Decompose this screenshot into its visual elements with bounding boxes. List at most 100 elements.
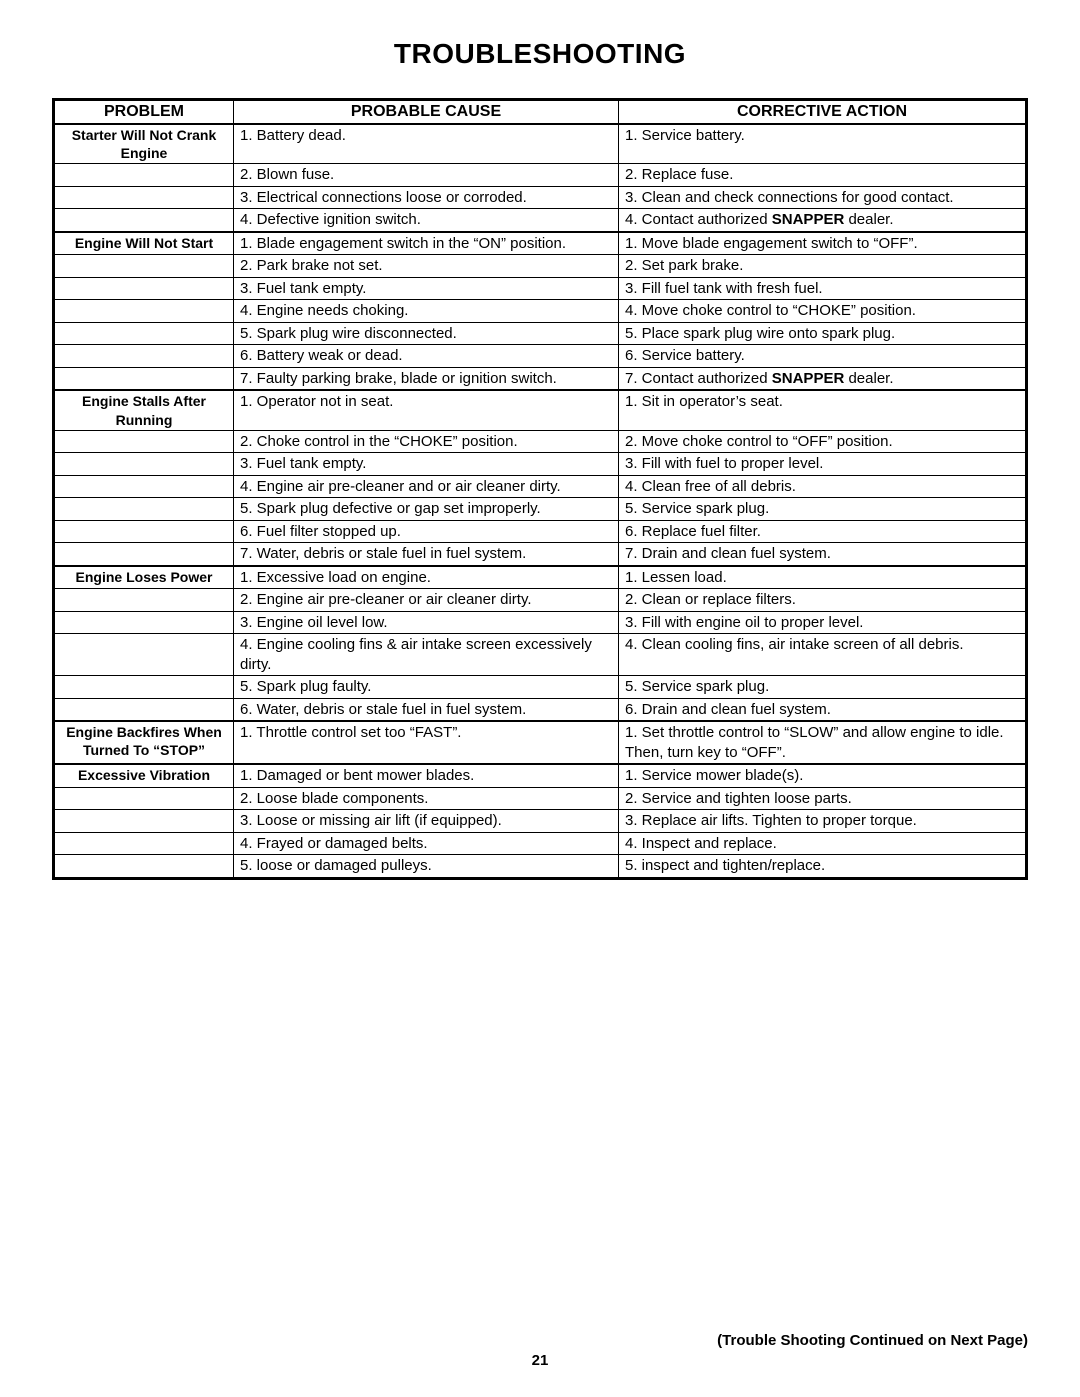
action-text-post: dealer.	[844, 370, 893, 387]
table-row: 4. Engine cooling fins & air intake scre…	[54, 634, 1027, 676]
action-cell: 2. Clean or replace filters.	[619, 589, 1027, 612]
cause-cell: 3. Electrical connections loose or corro…	[234, 186, 619, 209]
troubleshooting-table: PROBLEM PROBABLE CAUSE CORRECTIVE ACTION…	[52, 98, 1028, 880]
problem-cell	[54, 543, 234, 566]
problem-cell	[54, 498, 234, 521]
action-cell: 3. Fill with fuel to proper level.	[619, 453, 1027, 476]
problem-cell	[54, 810, 234, 833]
table-row: Engine Backfires When Turned To “STOP”1.…	[54, 721, 1027, 764]
cause-cell: 5. Spark plug wire disconnected.	[234, 322, 619, 345]
cause-cell: 5. Spark plug defective or gap set impro…	[234, 498, 619, 521]
page: TROUBLESHOOTING PROBLEM PROBABLE CAUSE C…	[0, 0, 1080, 1397]
cause-cell: 2. Blown fuse.	[234, 164, 619, 187]
action-cell: 3. Fill fuel tank with fresh fuel.	[619, 277, 1027, 300]
action-cell: 4. Clean cooling fins, air intake screen…	[619, 634, 1027, 676]
action-cell: 3. Replace air lifts. Tighten to proper …	[619, 810, 1027, 833]
problem-cell	[54, 430, 234, 453]
problem-cell	[54, 164, 234, 187]
problem-cell	[54, 787, 234, 810]
table-row: 5. Spark plug wire disconnected.5. Place…	[54, 322, 1027, 345]
action-cell: 1. Service battery.	[619, 124, 1027, 164]
table-row: Engine Stalls After Running1. Operator n…	[54, 390, 1027, 430]
action-text-pre: 7. Contact authorized	[625, 370, 772, 387]
problem-cell	[54, 186, 234, 209]
action-cell: 2. Move choke control to “OFF” position.	[619, 430, 1027, 453]
table-row: 2. Blown fuse.2. Replace fuse.	[54, 164, 1027, 187]
page-number: 21	[0, 1352, 1080, 1369]
cause-cell: 2. Choke control in the “CHOKE” position…	[234, 430, 619, 453]
problem-cell	[54, 453, 234, 476]
table-row: 4. Defective ignition switch.4. Contact …	[54, 209, 1027, 232]
action-cell: 5. inspect and tighten/replace.	[619, 855, 1027, 879]
table-row: Engine Will Not Start1. Blade engagement…	[54, 232, 1027, 255]
action-cell: 4. Clean free of all debris.	[619, 475, 1027, 498]
cause-cell: 4. Engine cooling fins & air intake scre…	[234, 634, 619, 676]
cause-cell: 3. Fuel tank empty.	[234, 277, 619, 300]
problem-cell: Excessive Vibration	[54, 764, 234, 787]
cause-cell: 4. Frayed or damaged belts.	[234, 832, 619, 855]
table-row: 2. Choke control in the “CHOKE” position…	[54, 430, 1027, 453]
action-cell: 1. Move blade engagement switch to “OFF”…	[619, 232, 1027, 255]
table-row: 7. Water, debris or stale fuel in fuel s…	[54, 543, 1027, 566]
footer-continued-note: (Trouble Shooting Continued on Next Page…	[717, 1332, 1028, 1349]
action-cell: 3. Fill with engine oil to proper level.	[619, 611, 1027, 634]
cause-cell: 1. Excessive load on engine.	[234, 566, 619, 589]
cause-cell: 5. loose or damaged pulleys.	[234, 855, 619, 879]
problem-cell	[54, 345, 234, 368]
problem-cell	[54, 300, 234, 323]
problem-cell: Engine Will Not Start	[54, 232, 234, 255]
table-row: 5. loose or damaged pulleys.5. inspect a…	[54, 855, 1027, 879]
cause-cell: 7. Water, debris or stale fuel in fuel s…	[234, 543, 619, 566]
action-cell: 5. Service spark plug.	[619, 676, 1027, 699]
problem-cell: Engine Stalls After Running	[54, 390, 234, 430]
action-cell: 4. Contact authorized SNAPPER dealer.	[619, 209, 1027, 232]
cause-cell: 6. Battery weak or dead.	[234, 345, 619, 368]
cause-cell: 2. Engine air pre-cleaner or air cleaner…	[234, 589, 619, 612]
table-row: 4. Engine air pre-cleaner and or air cle…	[54, 475, 1027, 498]
problem-cell	[54, 367, 234, 390]
problem-cell	[54, 255, 234, 278]
action-cell: 6. Service battery.	[619, 345, 1027, 368]
cause-cell: 1. Throttle control set too “FAST”.	[234, 721, 619, 764]
table-row: Engine Loses Power1. Excessive load on e…	[54, 566, 1027, 589]
cause-cell: 4. Defective ignition switch.	[234, 209, 619, 232]
action-text-pre: 4. Contact authorized	[625, 211, 772, 228]
cause-cell: 6. Water, debris or stale fuel in fuel s…	[234, 698, 619, 721]
problem-cell	[54, 634, 234, 676]
cause-cell: 1. Battery dead.	[234, 124, 619, 164]
table-row: Excessive Vibration1. Damaged or bent mo…	[54, 764, 1027, 787]
table-row: 3. Loose or missing air lift (if equippe…	[54, 810, 1027, 833]
brand-name: SNAPPER	[772, 211, 845, 228]
table-header-row: PROBLEM PROBABLE CAUSE CORRECTIVE ACTION	[54, 100, 1027, 125]
table-row: 5. Spark plug defective or gap set impro…	[54, 498, 1027, 521]
action-cell: 2. Service and tighten loose parts.	[619, 787, 1027, 810]
problem-cell	[54, 520, 234, 543]
action-cell: 2. Set park brake.	[619, 255, 1027, 278]
cause-cell: 7. Faulty parking brake, blade or igniti…	[234, 367, 619, 390]
action-text-post: dealer.	[844, 211, 893, 228]
action-cell: 1. Set throttle control to “SLOW” and al…	[619, 721, 1027, 764]
cause-cell: 3. Loose or missing air lift (if equippe…	[234, 810, 619, 833]
cause-cell: 4. Engine air pre-cleaner and or air cle…	[234, 475, 619, 498]
cause-cell: 1. Blade engagement switch in the “ON” p…	[234, 232, 619, 255]
col-problem: PROBLEM	[54, 100, 234, 125]
problem-cell	[54, 855, 234, 879]
action-cell: 5. Service spark plug.	[619, 498, 1027, 521]
action-cell: 1. Sit in operator’s seat.	[619, 390, 1027, 430]
table-row: 2. Loose blade components.2. Service and…	[54, 787, 1027, 810]
table-row: 5. Spark plug faulty.5. Service spark pl…	[54, 676, 1027, 699]
table-row: 3. Fuel tank empty.3. Fill with fuel to …	[54, 453, 1027, 476]
problem-cell	[54, 832, 234, 855]
table-row: 7. Faulty parking brake, blade or igniti…	[54, 367, 1027, 390]
action-cell: 4. Move choke control to “CHOKE” positio…	[619, 300, 1027, 323]
table-row: 3. Engine oil level low.3. Fill with eng…	[54, 611, 1027, 634]
table-row: 6. Fuel filter stopped up.6. Replace fue…	[54, 520, 1027, 543]
page-title: TROUBLESHOOTING	[52, 38, 1028, 70]
action-cell: 2. Replace fuse.	[619, 164, 1027, 187]
brand-name: SNAPPER	[772, 370, 845, 387]
cause-cell: 5. Spark plug faulty.	[234, 676, 619, 699]
action-cell: 1. Lessen load.	[619, 566, 1027, 589]
action-cell: 6. Replace fuel filter.	[619, 520, 1027, 543]
problem-cell	[54, 475, 234, 498]
table-row: 2. Engine air pre-cleaner or air cleaner…	[54, 589, 1027, 612]
